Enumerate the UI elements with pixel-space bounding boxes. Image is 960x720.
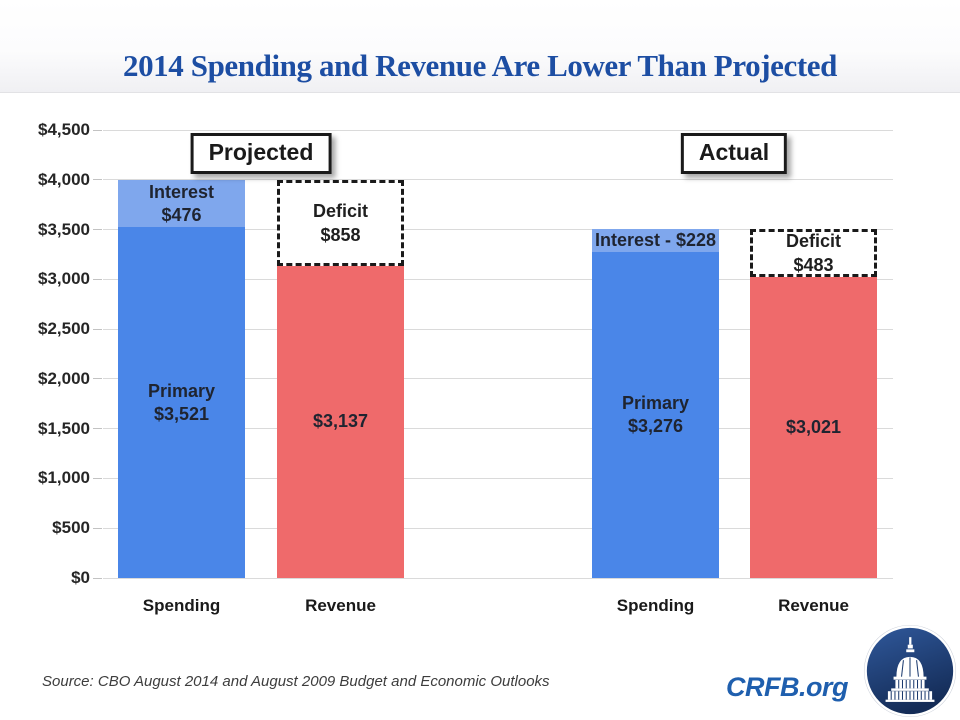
- y-axis-tick-label: $500: [52, 518, 90, 538]
- bar-segment-label: $3,137: [312, 411, 369, 432]
- bar-segment-interest-projected: Interest $476: [118, 180, 245, 228]
- deficit-label: Deficit $483: [785, 231, 841, 276]
- y-axis-tick-label: $1,000: [38, 468, 90, 488]
- bar-segment-interest-actual: Interest - $228: [592, 229, 719, 252]
- bar-segment-label: Interest - $228: [594, 230, 717, 251]
- x-axis-category-label: Revenue: [305, 596, 376, 615]
- y-tick-mark: [93, 428, 102, 430]
- bar-segment-label: Primary $3,521: [147, 380, 216, 424]
- y-tick-mark: [93, 278, 102, 280]
- y-tick-mark: [93, 328, 102, 330]
- capitol-building-icon: [863, 624, 957, 718]
- y-tick-mark: [93, 477, 102, 479]
- source-note: Source: CBO August 2014 and August 2009 …: [42, 673, 550, 690]
- deficit-box-actual: Deficit $483: [750, 229, 877, 278]
- deficit-box-projected: Deficit $858: [277, 180, 404, 266]
- y-gridline: [103, 378, 893, 380]
- y-tick-mark: [93, 129, 102, 131]
- brand-text: CRFB.org: [726, 672, 848, 702]
- y-axis-tick-label: $4,500: [38, 120, 90, 139]
- bar-segment-primary-projected: Primary $3,521: [118, 227, 245, 578]
- chart-plot-area: $0 $500 $1,000 $1,500 $2,000 $2,500 $3,000 $3,5…: [38, 120, 893, 615]
- y-gridline: [103, 229, 893, 231]
- y-tick-mark: [93, 527, 102, 529]
- y-gridline: [103, 129, 893, 131]
- x-axis-category-label: Revenue: [778, 596, 849, 615]
- y-gridline: [103, 477, 893, 479]
- y-axis-tick-label: $1,500: [38, 418, 90, 438]
- y-axis-tick-label: $2,000: [38, 368, 90, 388]
- bar-segment-label: Primary $3,276: [621, 392, 690, 436]
- y-axis-tick-label: $3,000: [38, 269, 90, 289]
- y-gridline: [103, 527, 893, 529]
- y-axis-tick-label: $4,000: [38, 169, 90, 189]
- bar-segment-revenue-projected: $3,137: [277, 265, 404, 578]
- y-gridline: [103, 278, 893, 280]
- bar-segment-primary-actual: Primary $3,276: [592, 251, 719, 578]
- title-band: 2014 Spending and Revenue Are Lower Than…: [0, 0, 960, 93]
- y-tick-mark: [93, 577, 102, 579]
- y-tick-mark: [93, 179, 102, 181]
- y-tick-mark: [93, 378, 102, 380]
- y-tick-mark: [93, 229, 102, 231]
- y-axis-tick-label: $2,500: [38, 319, 90, 339]
- deficit-label: Deficit $858: [312, 201, 368, 245]
- y-gridline: [103, 179, 893, 181]
- y-gridline: [103, 577, 893, 579]
- bar-segment-label: $3,021: [785, 417, 842, 438]
- x-axis-category-label: Spending: [616, 596, 695, 615]
- y-gridline: [103, 328, 893, 330]
- group-label-box-projected: Projected: [190, 133, 332, 174]
- bar-segment-revenue-actual: $3,021: [750, 277, 877, 578]
- y-gridline: [103, 428, 893, 430]
- y-axis-tick-label: $0: [71, 568, 90, 587]
- x-axis-category-label: Spending: [142, 596, 221, 615]
- bar-segment-label: Interest $476: [148, 181, 215, 225]
- page-title: 2014 Spending and Revenue Are Lower Than…: [122, 48, 837, 83]
- y-axis-tick-label: $3,500: [38, 219, 90, 239]
- group-label-box-actual: Actual: [680, 133, 788, 174]
